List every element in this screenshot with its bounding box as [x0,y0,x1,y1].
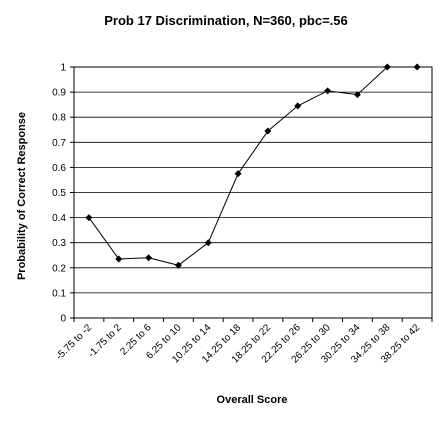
y-tick-label: 1 [60,63,66,74]
data-point [294,102,302,110]
y-tick-label: 0.8 [52,113,66,124]
y-tick-label: 0 [60,314,66,325]
data-point [324,87,332,95]
data-point [145,254,153,262]
y-axis-ticks: 0 0.1 0.2 0.3 0.4 0.5 0.6 0.7 0.8 0.9 1 [52,63,74,325]
data-point [115,255,123,263]
data-point [413,63,421,71]
y-tick-label: 0.9 [52,88,66,99]
chart-title: Prob 17 Discrimination, N=360, pbc=.56 [104,13,347,28]
data-point [353,91,361,99]
x-tick-label: -1.75 to 2 [86,322,124,360]
data-markers [85,63,421,269]
x-axis-ticks: -5.75 to -2-1.75 to 22.25 to 66.25 to 10… [54,318,433,366]
y-tick-label: 0.2 [52,263,66,274]
y-axis-label: Probability of Correct Response [16,112,28,280]
data-point [85,214,93,222]
y-tick-label: 0.5 [52,188,66,199]
y-tick-label: 0.7 [52,138,66,149]
data-point [174,261,182,269]
data-point [383,63,391,71]
x-tick-label: -5.75 to -2 [54,322,94,362]
y-tick-label: 0.3 [52,238,66,249]
y-tick-label: 0.6 [52,163,66,174]
data-point [234,170,242,178]
y-tick-label: 0.1 [52,288,66,299]
y-tick-label: 0.4 [52,213,66,224]
series-line [88,66,418,266]
data-point [204,239,212,247]
data-point [264,127,272,135]
x-axis-label: Overall Score [217,394,288,406]
